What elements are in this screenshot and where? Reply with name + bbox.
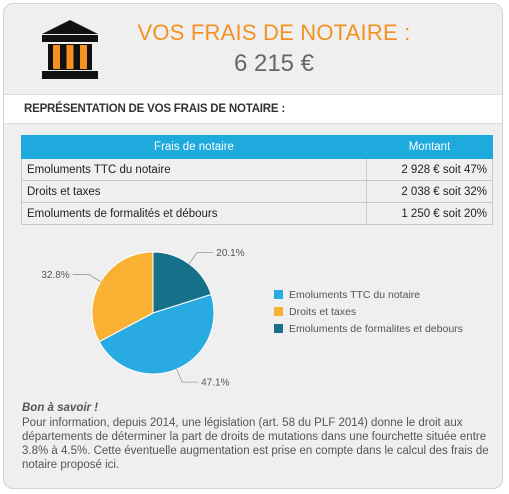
legend-swatch (274, 307, 283, 316)
column-header-amount: Montant (366, 135, 493, 159)
column-header-fees: Frais de notaire (21, 135, 367, 159)
legend-label: Emoluments TTC du notaire (289, 288, 421, 301)
pie-data-label: 20.1% (216, 248, 244, 259)
table-header-row: Frais de notaire Montant (21, 135, 493, 159)
legend-item: Emoluments TTC du notaire (274, 286, 463, 303)
pie-leader-line (72, 274, 101, 282)
legend-item: Emoluments de formalites et debours (274, 320, 463, 337)
pie-data-label: 32.8% (41, 270, 69, 281)
table-row: Droits et taxes 2 038 € soit 32% (21, 180, 493, 203)
notary-fees-card: VOS FRAIS DE NOTAIRE : 6 215 € REPRÉSENT… (3, 3, 503, 489)
header-title: VOS FRAIS DE NOTAIRE : (137, 20, 411, 45)
table-row: Emoluments TTC du notaire 2 928 € soit 4… (21, 158, 493, 181)
legend-label: Emoluments de formalites et debours (289, 322, 463, 335)
legend-swatch (274, 290, 283, 299)
section-bar: REPRÉSENTATION DE VOS FRAIS DE NOTAIRE : (4, 94, 502, 124)
row-label: Emoluments TTC du notaire (21, 158, 367, 181)
fees-table-wrapper: Frais de notaire Montant Emoluments TTC … (21, 135, 493, 225)
chart-legend: Emoluments TTC du notaire Droits et taxe… (274, 286, 463, 337)
fees-pie-chart: 20.1% 47.1% 32.8% (41, 248, 244, 389)
info-text: Pour information, depuis 2014, une légis… (22, 417, 489, 471)
legend-item: Droits et taxes (274, 303, 463, 320)
row-label: Emoluments de formalités et débours (21, 202, 367, 225)
courthouse-icon (42, 20, 98, 79)
legend-label: Droits et taxes (289, 305, 357, 318)
pie-leader-line (176, 369, 199, 383)
info-box: Bon à savoir ! Pour information, depuis … (22, 402, 492, 472)
fees-table: Frais de notaire Montant Emoluments TTC … (21, 135, 493, 225)
section-title: REPRÉSENTATION DE VOS FRAIS DE NOTAIRE : (24, 103, 285, 115)
pie-data-label: 47.1% (201, 378, 229, 389)
row-label: Droits et taxes (21, 180, 367, 203)
info-title: Bon à savoir ! (22, 402, 99, 414)
table-row: Emoluments de formalités et débours 1 25… (21, 202, 493, 225)
total-amount: 6 215 € (233, 50, 315, 77)
legend-swatch (274, 324, 283, 333)
row-amount: 2 038 € soit 32% (366, 180, 493, 203)
row-amount: 2 928 € soit 47% (366, 158, 493, 181)
header: VOS FRAIS DE NOTAIRE : 6 215 € (4, 4, 504, 94)
row-amount: 1 250 € soit 20% (366, 202, 493, 225)
pie-leader-line (188, 252, 214, 264)
